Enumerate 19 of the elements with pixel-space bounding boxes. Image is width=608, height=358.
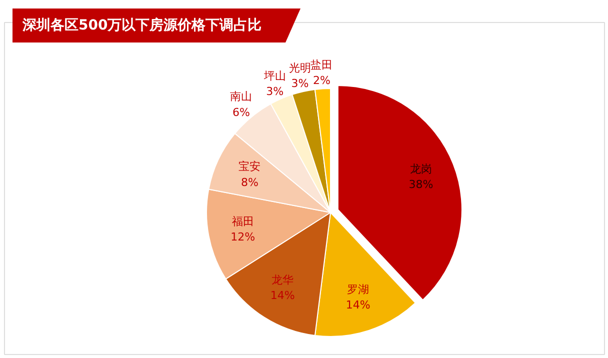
slice-label: 盐田 — [310, 58, 333, 72]
data-label: 14% — [346, 298, 370, 312]
data-label: 3% — [266, 85, 284, 98]
slice-label: 光明 — [288, 61, 311, 74]
slice-label: 龙岗 — [410, 162, 432, 176]
slice-label: 坪山 — [262, 70, 286, 83]
data-label: 3% — [291, 77, 309, 90]
data-label: 38% — [408, 178, 434, 191]
data-label: 8% — [240, 176, 258, 189]
data-label: 6% — [232, 106, 250, 119]
data-label: 2% — [312, 74, 330, 87]
data-label: 12% — [230, 230, 256, 244]
data-label: 14% — [270, 289, 295, 302]
slice-label: 福田 — [232, 214, 254, 228]
slice-label: 龙华 — [272, 274, 294, 287]
chart-title: 深圳各区500万以下房源价格下调占比 — [22, 16, 262, 34]
slice-label: 南山 — [230, 90, 252, 104]
slice-label: 罗湖 — [347, 283, 370, 296]
slice-label: 宝安 — [238, 160, 261, 174]
